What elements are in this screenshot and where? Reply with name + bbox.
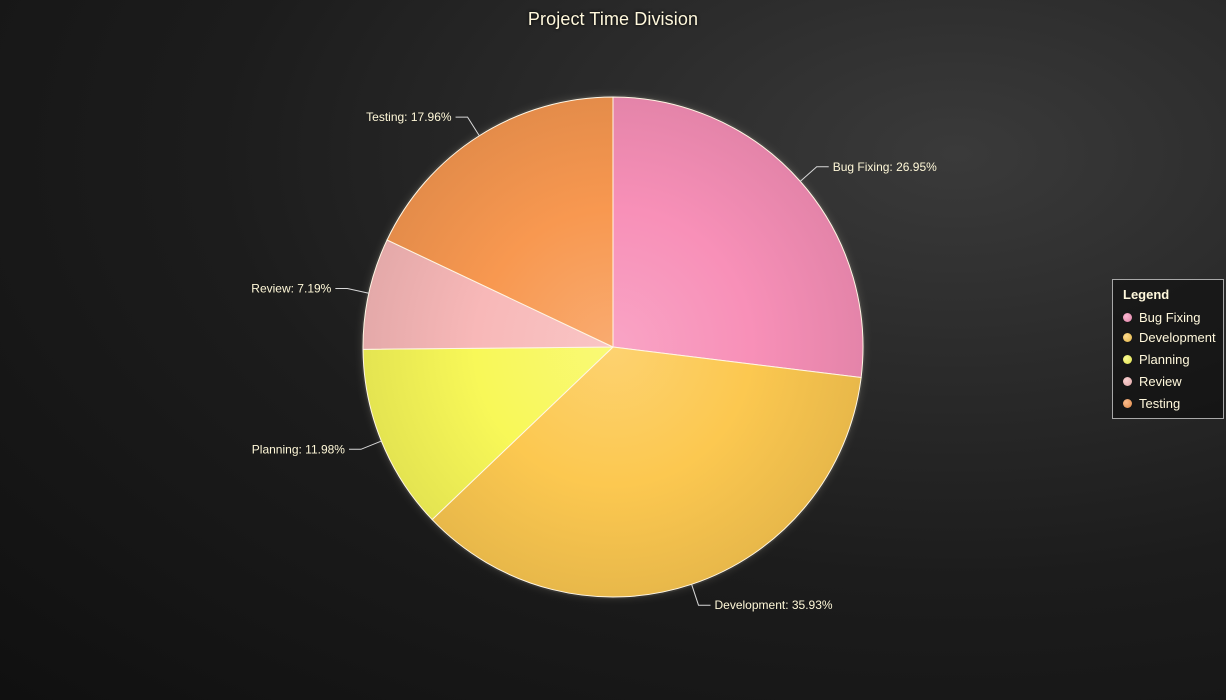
legend-item-testing[interactable]: Testing bbox=[1123, 392, 1223, 414]
legend-item-review[interactable]: Review bbox=[1123, 370, 1223, 392]
slice-label-bug-fixing: Bug Fixing: 26.95% bbox=[833, 160, 937, 174]
legend-item-label: Testing bbox=[1139, 395, 1181, 411]
legend-items: Bug Fixing Development Planning Review Testi… bbox=[1123, 308, 1223, 414]
legend-item-development[interactable]: Development bbox=[1123, 326, 1223, 348]
leader-line-development bbox=[691, 584, 711, 606]
slice-labels: Bug Fixing: 26.95% Development: 35.93% Pla… bbox=[251, 110, 937, 612]
pie-slices bbox=[362, 96, 864, 598]
legend-title: Legend bbox=[1123, 287, 1170, 302]
leader-line-review bbox=[335, 288, 369, 294]
legend-item-label: Review bbox=[1139, 373, 1182, 389]
legend-swatch-icon bbox=[1123, 312, 1132, 322]
legend-swatch-icon bbox=[1123, 354, 1132, 364]
legend-item-label: Bug Fixing bbox=[1139, 309, 1201, 325]
legend-item-planning[interactable]: Planning bbox=[1123, 348, 1223, 370]
slice-label-development: Development: 35.93% bbox=[715, 598, 833, 612]
pie-slice-testing[interactable] bbox=[386, 96, 614, 348]
pie-slice-development[interactable] bbox=[431, 346, 862, 598]
legend: Legend Bug Fixing Development Planning Revi… bbox=[1112, 279, 1224, 419]
pie-slice-review[interactable] bbox=[362, 239, 614, 350]
legend-swatch-icon bbox=[1123, 332, 1132, 342]
slice-label-testing: Testing: 17.96% bbox=[366, 110, 452, 124]
chart-title: Project Time Division bbox=[527, 9, 699, 29]
legend-item-bug-fixing[interactable]: Bug Fixing bbox=[1123, 308, 1223, 326]
leader-line-bug-fixing bbox=[799, 166, 829, 182]
leader-line-testing bbox=[455, 116, 480, 137]
slice-label-review: Review: 7.19% bbox=[251, 282, 331, 296]
leader-line-planning bbox=[348, 440, 382, 450]
legend-item-label: Planning bbox=[1139, 351, 1190, 367]
pie-slice-bug-fixing[interactable] bbox=[612, 96, 864, 379]
legend-item-label: Development bbox=[1139, 329, 1216, 345]
pie-slice-planning[interactable] bbox=[362, 346, 615, 521]
legend-swatch-icon bbox=[1123, 376, 1132, 386]
leader-lines bbox=[335, 116, 829, 606]
slice-label-planning: Planning: 11.98% bbox=[252, 442, 346, 456]
legend-swatch-icon bbox=[1123, 398, 1132, 408]
